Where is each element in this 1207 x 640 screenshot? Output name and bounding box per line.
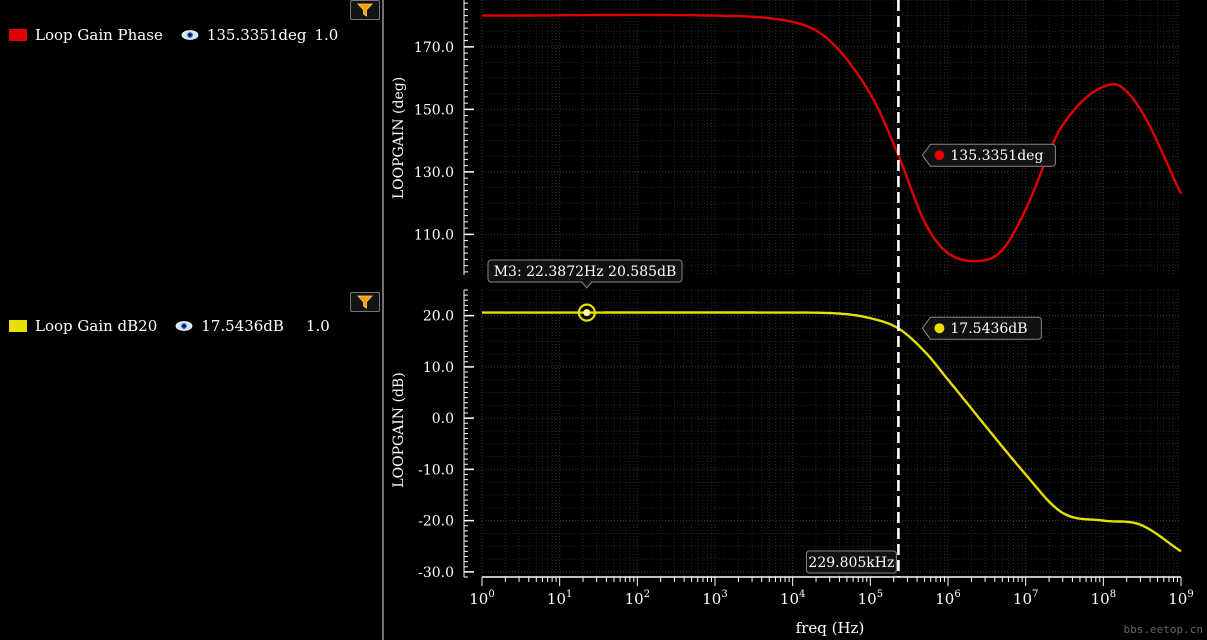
x-tick-label: 108 [1091,589,1116,608]
y-tick-label: 130.0 [414,165,454,181]
phase-legend-value: 135.3351deg [206,26,307,44]
phase-legend-scale: 1.0 [314,26,339,44]
callout-dot [934,150,945,161]
phase-color-swatch [9,29,27,41]
filter-icon [357,3,373,17]
filter-button-gain[interactable] [350,292,380,312]
x-tick-label: 100 [469,589,494,608]
gain-series-line[interactable] [482,311,1182,553]
gain-color-swatch [9,320,27,332]
x-tick-label: 109 [1168,589,1193,608]
y-tick-label: 150.0 [414,102,454,118]
x-tick-label: 102 [625,589,650,608]
phase-legend-label: Loop Gain Phase [35,26,163,44]
legend-row-phase[interactable]: Loop Gain Phase 135.3351deg 1.0 [0,23,338,47]
x-tick-label: 105 [858,589,883,608]
phase-cursor-callout: 135.3351deg [921,143,1056,167]
y-tick-label: 0.0 [432,411,454,427]
eye-icon[interactable] [175,320,193,332]
marker-m3[interactable]: M3: 22.3872Hz 20.585dB [487,259,683,322]
gain-grid [481,289,1181,577]
x-tick-label: 103 [702,589,727,608]
x-tick-label: 107 [1013,589,1038,608]
marker-m3-label: M3: 22.3872Hz 20.585dB [494,264,677,280]
x-tick-label: 104 [780,589,805,608]
panel-divider[interactable] [382,0,384,640]
y-tick-label: 20.0 [423,309,454,325]
gain-legend-scale: 1.0 [305,317,330,335]
legend-row-gain[interactable]: Loop Gain dB20 17.5436dB 1.0 [0,314,330,338]
svg-text:229.805kHz: 229.805kHz [808,555,894,571]
phase-y-axis-label: LOOPGAIN (deg) [391,77,407,199]
axes: 170.0 150.0 130.0 110.0 20.0 10.0 0.0 -10.0 -20.… [414,0,1194,608]
y-tick-label: 110.0 [414,227,454,243]
gain-legend-value: 17.5436dB [201,317,284,335]
cursor-freq-label: 229.805kHz [805,550,897,574]
plot-area[interactable]: 170.0 150.0 130.0 110.0 20.0 10.0 0.0 -10.0 -20.… [384,0,1207,640]
y-tick-label: -30.0 [418,565,454,581]
phase-series-line[interactable] [482,13,1183,263]
gain-y-axis-label: LOOPGAIN (dB) [391,372,407,487]
y-tick-label: -10.0 [418,462,454,478]
cursor-layer: 229.805kHz 135.3351deg 17.5436dB M3: 22.387… [487,0,1056,577]
phase-grid [481,0,1181,275]
legend-panel: Loop Gain Phase 135.3351deg 1.0 Loop Gai… [0,0,382,640]
marker-m3-callout [487,259,683,289]
filter-button-phase[interactable] [350,0,380,20]
series-layer [482,13,1183,553]
svg-text:17.5436dB: 17.5436dB [950,321,1027,337]
x-tick-label: 106 [935,589,960,608]
gain-legend-label: Loop Gain dB20 [35,317,158,335]
filter-icon [357,295,373,309]
watermark: bbs.eetop.cn [1123,623,1203,636]
svg-text:135.3351deg: 135.3351deg [950,148,1043,164]
eye-icon[interactable] [181,29,199,41]
callout-dot [934,323,945,334]
x-tick-label: 101 [547,589,572,608]
x-axis-label: freq (Hz) [796,619,865,637]
y-tick-label: -20.0 [418,514,454,530]
y-tick-label: 170.0 [414,40,454,56]
gain-cursor-callout: 17.5436dB [921,316,1042,340]
y-tick-label: 10.0 [423,360,454,376]
